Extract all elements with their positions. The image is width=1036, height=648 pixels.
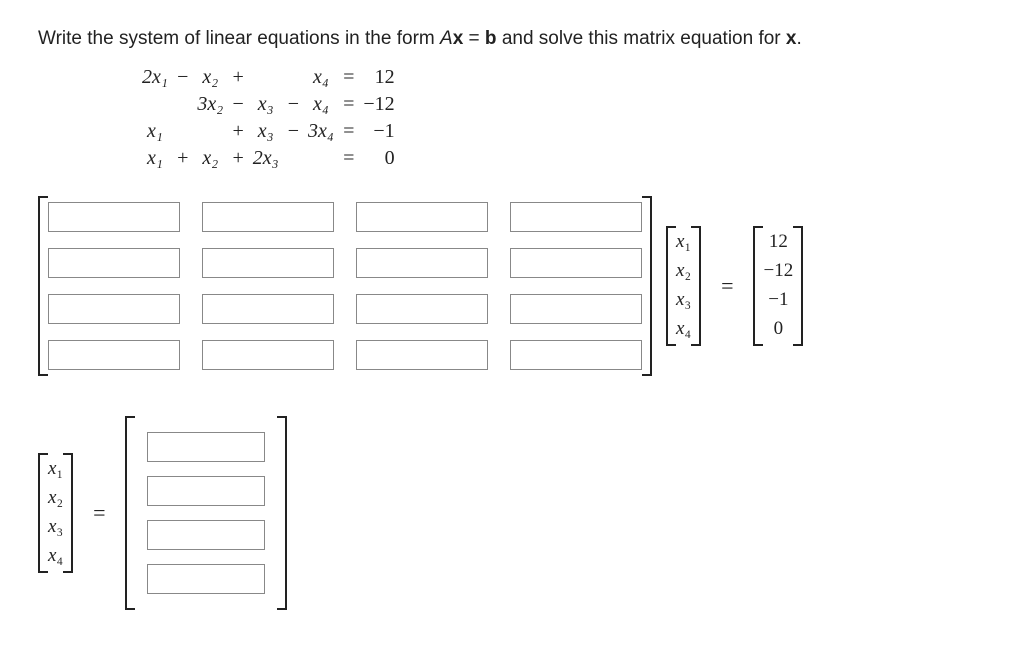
- matrix-a-cell-3-1[interactable]: [202, 340, 334, 370]
- matrix-a-inputs: [48, 202, 642, 370]
- matrix-a-cell-2-2[interactable]: [356, 294, 488, 324]
- x-vec-entry: x₄: [48, 546, 63, 567]
- eq-cell: [193, 118, 227, 145]
- eq-cell: =: [338, 118, 360, 145]
- eq-cell: [304, 145, 338, 172]
- solution-row: x₁ x₂ x₃ x₄ =: [38, 416, 998, 610]
- eq-cell: −1: [359, 118, 398, 145]
- eq-cell: −: [172, 64, 194, 91]
- question-prompt: Write the system of linear equations in …: [38, 28, 998, 50]
- eq-cell: +: [172, 145, 194, 172]
- matrix-a-bracket: [38, 196, 652, 376]
- x-vec-entry: x₂: [48, 488, 63, 509]
- x-vec-entry: x₃: [676, 290, 691, 311]
- x-vector-2: x₁ x₂ x₃ x₄: [48, 459, 63, 567]
- prompt-A: A: [440, 28, 453, 49]
- prompt-part-1: Write the system of linear equations in …: [38, 28, 440, 49]
- x-vec-entry: x₂: [676, 261, 691, 282]
- matrix-equation-row: x₁ x₂ x₃ x₄ = 12 −12 −1 0: [38, 196, 998, 376]
- x-vec-entry: x₁: [676, 232, 691, 253]
- matrix-a-cell-3-2[interactable]: [356, 340, 488, 370]
- matrix-a-cell-3-3[interactable]: [510, 340, 642, 370]
- eq-cell: x₂: [193, 64, 227, 91]
- eq-cell: 3x₄: [304, 118, 338, 145]
- eq-cell: x₁: [138, 145, 172, 172]
- eq-cell: [283, 145, 305, 172]
- eq-cell: 2x₃: [249, 145, 283, 172]
- eq-cell: −: [227, 91, 249, 118]
- eq-cell: +: [227, 118, 249, 145]
- b-vector-bracket: 12 −12 −1 0: [753, 226, 803, 346]
- solution-cell-0[interactable]: [147, 432, 265, 462]
- eq-cell: [172, 118, 194, 145]
- matrix-a-cell-0-2[interactable]: [356, 202, 488, 232]
- x-vector-bracket-2: x₁ x₂ x₃ x₄: [38, 453, 73, 573]
- equals-sign-2: =: [87, 500, 111, 526]
- eq-cell: [283, 64, 305, 91]
- prompt-eq: =: [469, 28, 485, 49]
- x-vector: x₁ x₂ x₃ x₄: [676, 232, 691, 340]
- prompt-b: b: [485, 28, 497, 49]
- eq-cell: +: [227, 145, 249, 172]
- matrix-a-cell-1-2[interactable]: [356, 248, 488, 278]
- equals-sign-1: =: [715, 273, 739, 299]
- solution-inputs: [135, 422, 277, 604]
- b-vec-entry: −12: [763, 261, 793, 282]
- solution-cell-1[interactable]: [147, 476, 265, 506]
- b-vec-entry: −1: [763, 290, 793, 311]
- b-vec-entry: 0: [763, 319, 793, 340]
- b-vec-entry: 12: [763, 232, 793, 253]
- prompt-part-2: and solve this matrix equation for: [502, 28, 786, 49]
- eq-cell: =: [338, 91, 360, 118]
- prompt-x2: x: [786, 28, 797, 49]
- eq-cell: −: [283, 118, 305, 145]
- eq-cell: −12: [359, 91, 398, 118]
- solution-vector-bracket: [125, 416, 287, 610]
- x-vec-entry: x₃: [48, 517, 63, 538]
- matrix-a-cell-1-1[interactable]: [202, 248, 334, 278]
- b-vector: 12 −12 −1 0: [763, 232, 793, 340]
- matrix-a-cell-3-0[interactable]: [48, 340, 180, 370]
- eq-cell: x₄: [304, 64, 338, 91]
- eq-cell: [138, 91, 172, 118]
- eq-cell: =: [338, 145, 360, 172]
- prompt-suffix: .: [796, 28, 801, 49]
- matrix-a-cell-2-0[interactable]: [48, 294, 180, 324]
- prompt-x1: x: [453, 28, 464, 49]
- eq-cell: [249, 64, 283, 91]
- equation-system: 2x₁−x₂+x₄=123x₂−x₃−x₄=−12x₁+x₃−3x₄=−1x₁+…: [138, 64, 399, 172]
- eq-cell: x₃: [249, 118, 283, 145]
- solution-cell-3[interactable]: [147, 564, 265, 594]
- eq-cell: 12: [359, 64, 398, 91]
- matrix-a-cell-0-1[interactable]: [202, 202, 334, 232]
- matrix-a-cell-0-3[interactable]: [510, 202, 642, 232]
- eq-cell: x₂: [193, 145, 227, 172]
- eq-cell: x₁: [138, 118, 172, 145]
- eq-cell: 3x₂: [193, 91, 227, 118]
- eq-cell: x₃: [249, 91, 283, 118]
- matrix-a-cell-2-3[interactable]: [510, 294, 642, 324]
- x-vec-entry: x₁: [48, 459, 63, 480]
- matrix-a-cell-1-0[interactable]: [48, 248, 180, 278]
- matrix-a-cell-0-0[interactable]: [48, 202, 180, 232]
- eq-cell: 0: [359, 145, 398, 172]
- x-vec-entry: x₄: [676, 319, 691, 340]
- eq-cell: x₄: [304, 91, 338, 118]
- matrix-a-cell-1-3[interactable]: [510, 248, 642, 278]
- eq-cell: =: [338, 64, 360, 91]
- solution-cell-2[interactable]: [147, 520, 265, 550]
- matrix-a-cell-2-1[interactable]: [202, 294, 334, 324]
- eq-cell: +: [227, 64, 249, 91]
- eq-cell: 2x₁: [138, 64, 172, 91]
- x-vector-bracket: x₁ x₂ x₃ x₄: [666, 226, 701, 346]
- eq-cell: [172, 91, 194, 118]
- eq-cell: −: [283, 91, 305, 118]
